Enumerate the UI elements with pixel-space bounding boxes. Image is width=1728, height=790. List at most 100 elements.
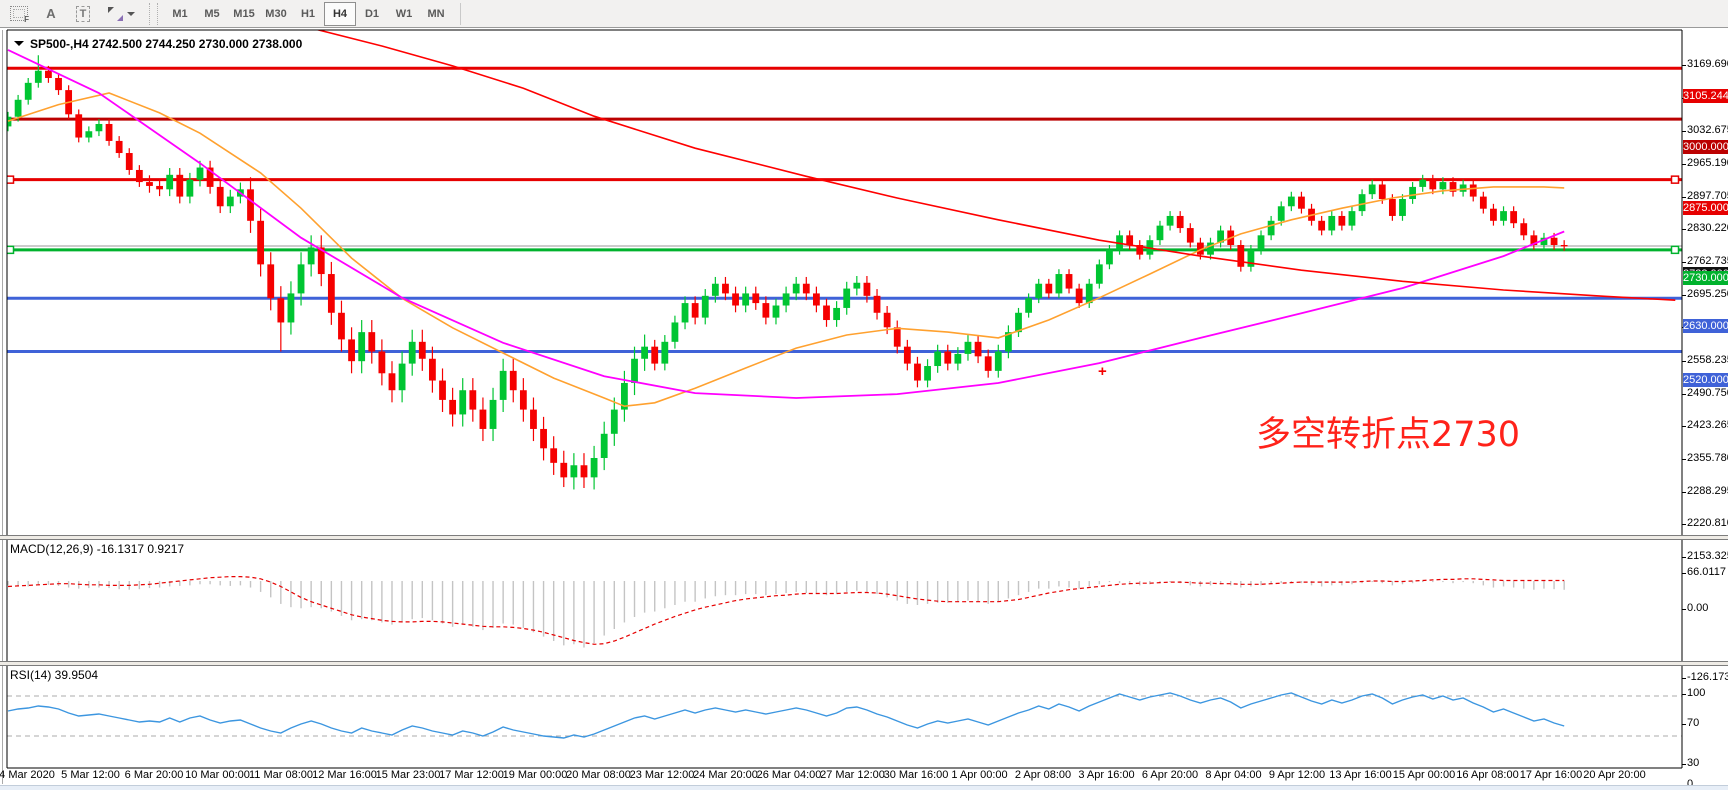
candle-body — [1439, 182, 1447, 190]
price-tick: 2355.780 — [1687, 451, 1728, 464]
timeframe-button-H4[interactable]: H4 — [324, 1, 356, 26]
candle-body — [358, 332, 366, 362]
candle-body — [368, 332, 376, 352]
price-tick: 3169.690 — [1687, 58, 1728, 70]
candle-body — [1490, 208, 1497, 221]
candle-body — [711, 283, 719, 296]
candle-body — [1459, 184, 1467, 192]
time-label: 20 Mar 08:00 — [566, 769, 631, 781]
macd-tick-dash — [1682, 609, 1686, 610]
chart-region: SP500-,H4 2742.500 2744.250 2730.000 273… — [0, 28, 1728, 790]
price-tick: 2558.235 — [1687, 353, 1728, 366]
time-label: 3 Apr 16:00 — [1078, 769, 1135, 781]
text-label-button[interactable]: A — [36, 1, 66, 27]
timeframe-button-D1[interactable]: D1 — [364, 7, 380, 20]
timeframe-button-H1[interactable]: H1 — [300, 7, 316, 20]
timeframe-button-M1[interactable]: M1 — [172, 7, 188, 20]
candle-body — [1560, 245, 1568, 247]
price-tick: 2965.190 — [1687, 156, 1728, 169]
macd-signal-line — [7, 575, 1565, 645]
text-tool-button[interactable]: T — [68, 1, 98, 27]
candle-body — [802, 283, 810, 294]
level-handle[interactable] — [1670, 175, 1680, 184]
macd-pane-label: MACD(12,26,9) -16.1317 0.9217 — [10, 542, 185, 556]
time-label: 9 Apr 12:00 — [1268, 769, 1326, 781]
candle-body — [1469, 184, 1477, 197]
candle-body — [146, 182, 153, 186]
level-badge-3000: 3000.000 — [1683, 140, 1728, 155]
time-label: 23 Mar 12:00 — [629, 769, 695, 781]
level-badge-3105.244: 3105.244 — [1683, 89, 1728, 104]
chart-canvas[interactable] — [0, 28, 1728, 790]
rsi-tick: 0 — [1687, 778, 1694, 790]
pane-splitter-macd[interactable] — [0, 535, 1728, 540]
timeframe-button-M15[interactable]: M15 — [233, 7, 255, 20]
candle-body — [186, 179, 194, 197]
timeframe-button-M5[interactable]: M5 — [204, 7, 220, 20]
candle-body — [1429, 179, 1437, 190]
time-label: 15 Mar 23:00 — [375, 769, 441, 781]
candle-body — [408, 341, 416, 364]
timeframe-button-W1[interactable]: W1 — [395, 7, 413, 20]
candle-body — [1449, 182, 1457, 192]
price-tick-dash — [1682, 294, 1686, 296]
rsi-pane-label: RSI(14) 39.9504 — [10, 668, 99, 682]
price-tick: 2288.295 — [1687, 484, 1728, 497]
price-tick-dash — [1682, 393, 1686, 395]
candle-body — [1409, 186, 1416, 200]
price-tick-dash — [1682, 65, 1686, 66]
candle-body — [580, 465, 588, 478]
price-tick: 2762.735 — [1687, 254, 1728, 267]
candle-body — [75, 114, 83, 138]
candle-body — [55, 77, 62, 91]
level-handle[interactable] — [7, 175, 15, 184]
candle-body — [934, 351, 942, 367]
candle-body — [14, 99, 22, 117]
price-tick-dash — [1682, 491, 1686, 493]
price-tick: 2830.220 — [1687, 222, 1728, 235]
slow-ma-line — [7, 49, 1565, 399]
chart-title[interactable]: SP500-,H4 2742.500 2744.250 2730.000 273… — [14, 36, 302, 51]
timeframe-button-MN[interactable]: MN — [427, 7, 445, 20]
candle-body — [540, 428, 547, 449]
candle-body — [610, 409, 618, 434]
level-handle[interactable] — [1670, 245, 1680, 255]
candle-body — [1328, 215, 1336, 231]
candle-body — [671, 322, 679, 342]
candle-body — [863, 282, 871, 296]
candle-body — [418, 341, 426, 359]
candle-body — [974, 341, 982, 357]
level-badge-2520: 2520.000 — [1683, 372, 1728, 387]
candle-body — [772, 305, 780, 318]
timeframe-button-M30[interactable]: M30 — [265, 7, 287, 20]
rsi-tick-dash — [1682, 724, 1686, 725]
candle-body — [651, 346, 659, 364]
price-tick: 3032.675 — [1687, 124, 1728, 137]
level-handle[interactable] — [7, 245, 15, 255]
candle-body — [24, 82, 32, 100]
macd-tick: 0.00 — [1687, 602, 1709, 614]
candle-body — [883, 312, 891, 328]
candle-body — [247, 189, 254, 221]
candle-body — [1156, 225, 1164, 241]
text-tool-icon: T — [75, 5, 91, 22]
fibonacci-tool-button[interactable]: F — [4, 1, 34, 27]
candle-body — [1540, 237, 1548, 246]
pane-splitter-rsi[interactable] — [0, 661, 1728, 666]
macd-tick-dash — [1682, 572, 1686, 574]
left-edge-line — [2, 30, 3, 784]
time-label: 11 Mar 08:00 — [248, 769, 314, 781]
price-tick-dash — [1682, 131, 1686, 133]
macd-tick: 66.0117 — [1687, 565, 1726, 578]
candle-body — [550, 448, 558, 463]
annotation-text[interactable]: 多空转折点2730 — [1256, 415, 1521, 455]
candle-body — [944, 351, 952, 364]
candle-body — [1166, 215, 1174, 226]
arrow-style-button[interactable] — [100, 1, 142, 27]
candle-body — [873, 295, 881, 313]
arrow-style-icon — [107, 6, 123, 21]
candle-body — [519, 390, 527, 410]
candle-body — [1035, 283, 1043, 299]
time-axis[interactable]: 4 Mar 2020 5 Mar 12:00 6 Mar 20:00 10 Mar 0… — [0, 769, 1728, 785]
candle-body — [7, 116, 12, 127]
